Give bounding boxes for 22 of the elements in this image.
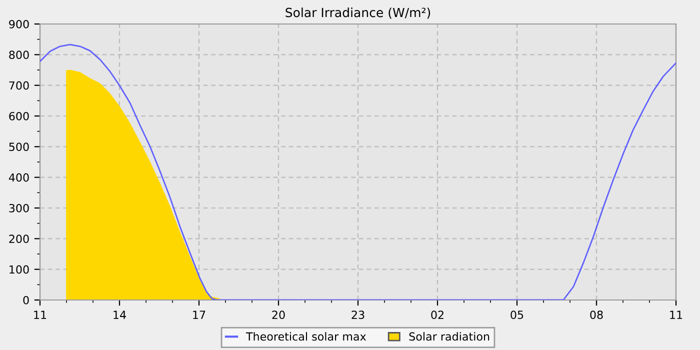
y-tick-label: 300 — [9, 204, 29, 212]
y-tick-label: 700 — [9, 81, 29, 90]
y-tick-label: 100 — [10, 265, 29, 274]
legend-label: Solar radiation — [409, 332, 490, 341]
x-tick-label: 11 — [34, 310, 46, 319]
x-tick-label: 23 — [352, 310, 364, 320]
x-tick-label: 11 — [670, 310, 682, 319]
x-tick-label: 17 — [193, 310, 206, 319]
chart-title: Solar Irradiance (W/m²) — [286, 8, 430, 19]
x-tick-label: 02 — [431, 310, 444, 320]
x-tick-label: 08 — [590, 310, 603, 320]
x-tick-label: 14 — [114, 310, 126, 319]
y-tick-label: 0 — [23, 296, 29, 304]
y-tick-label: 200 — [9, 234, 29, 244]
x-tick-label: 05 — [510, 310, 524, 320]
y-tick-label: 900 — [9, 20, 29, 28]
y-tick-label: 800 — [9, 50, 29, 60]
legend-label: Theoretical solar max — [246, 332, 366, 341]
y-tick-label: 600 — [9, 112, 29, 120]
x-tick-label: 20 — [272, 310, 285, 320]
y-tick-label: 500 — [9, 142, 29, 152]
y-tick-label: 400 — [8, 173, 29, 182]
